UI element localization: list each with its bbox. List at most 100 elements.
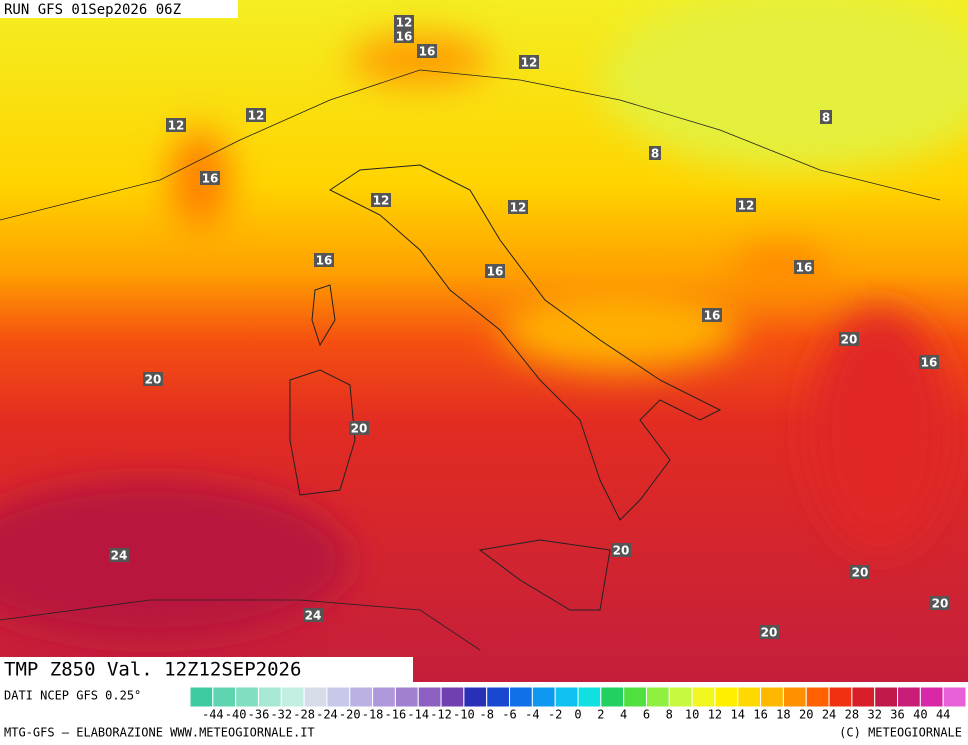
colorbar-swatch	[737, 686, 762, 708]
colorbar-label: -2	[548, 708, 562, 722]
colorbar-swatch	[760, 686, 784, 708]
colorbar-swatch	[349, 686, 374, 708]
contour-label-box	[349, 421, 369, 435]
contour-label: 16	[316, 254, 333, 268]
colorbar-label: 28	[845, 708, 859, 722]
contour-label: 24	[305, 609, 322, 623]
contour-label: 20	[761, 626, 778, 640]
contour-label: 12	[396, 16, 413, 30]
colorbar-swatch	[805, 686, 830, 708]
contour-label-box	[649, 146, 661, 160]
contour-label-box	[303, 608, 323, 622]
colorbar-label: -28	[293, 708, 315, 722]
colorbar-label: 44	[936, 708, 950, 722]
colorbar-swatch	[577, 686, 602, 708]
contour-label-box	[166, 118, 186, 132]
colorbar-swatch	[897, 686, 921, 708]
contour-label-box	[417, 44, 437, 58]
colorbar-swatch	[463, 686, 488, 708]
colorbar-label: -6	[502, 708, 516, 722]
colorbar-label: 14	[731, 708, 745, 722]
colorbar-label: 4	[620, 708, 627, 722]
colorbar-label: 18	[776, 708, 790, 722]
colorbar-swatch	[326, 686, 351, 708]
contour-label: 12	[521, 56, 538, 70]
contour-label: 20	[145, 373, 162, 387]
header-box	[0, 0, 238, 18]
colorbar-swatch	[509, 686, 533, 708]
colorbar-label: 0	[574, 708, 581, 722]
contour-label-box	[519, 55, 539, 69]
contour-label: 8	[822, 111, 830, 125]
contour-label: 16	[704, 309, 721, 323]
colorbar-swatch	[303, 686, 328, 708]
contour-label-box	[820, 110, 832, 124]
colorbar-label: -24	[316, 708, 338, 722]
colorbar-swatch	[189, 686, 214, 708]
run-label: RUN GFS 01Sep2026 06Z	[4, 2, 181, 18]
colorbar-swatch	[440, 686, 465, 708]
colorbar-swatch	[212, 686, 237, 708]
colorbar-label: 8	[666, 708, 673, 722]
colorbar-swatch	[280, 686, 305, 708]
contour-label-box	[736, 198, 756, 212]
colorbar-swatch	[942, 686, 967, 708]
colorbar-swatch	[257, 686, 282, 708]
contour-label: 16	[396, 30, 413, 44]
colorbar-swatch	[417, 686, 442, 708]
contour-label: 16	[487, 265, 504, 279]
colorbar-label: -12	[430, 708, 452, 722]
colorbar-label: 24	[822, 708, 836, 722]
colorbar-swatch	[851, 686, 876, 708]
caption-box	[0, 657, 413, 683]
contour-label: 16	[202, 172, 219, 186]
contour-label-box	[794, 260, 814, 274]
colorbar-swatch	[372, 686, 396, 708]
map	[0, 0, 968, 682]
contour-label-box	[611, 543, 631, 557]
colorbar-label: 40	[913, 708, 927, 722]
colorbar-label: 6	[643, 708, 650, 722]
colorbar-label: 10	[685, 708, 699, 722]
contour-label-box	[371, 193, 391, 207]
contour-label-box	[485, 264, 505, 278]
colorbar-swatch	[554, 686, 579, 708]
colorbar-swatch	[691, 686, 716, 708]
contour-label-box	[143, 372, 163, 386]
colorbar-label: 20	[799, 708, 813, 722]
contour-label: 8	[651, 147, 659, 161]
colorbar-swatch	[486, 686, 511, 708]
colorbar-swatch	[828, 686, 853, 708]
colorbar-label: 36	[890, 708, 904, 722]
colorbar-label: -36	[248, 708, 270, 722]
contour-label-box	[394, 15, 414, 29]
colorbar-label: 32	[867, 708, 881, 722]
contour-label-box	[759, 625, 779, 639]
colorbar-label: -14	[407, 708, 429, 722]
colorbar: -44 -40 -36 -32 -28 -24 -20 -18 -16 -14 -12 -10 -8 -6…	[189, 686, 967, 722]
colorbar-label: -20	[339, 708, 361, 722]
footer-left: MTG-GFS — ELABORAZIONE WWW.METEOGIORNALE…	[4, 726, 315, 740]
contour-label: 12	[738, 199, 755, 213]
colorbar-label: -8	[479, 708, 493, 722]
colorbar-swatch	[623, 686, 647, 708]
colorbar-label: -10	[453, 708, 475, 722]
contour-label-box	[919, 355, 939, 369]
colorbar-swatch	[394, 686, 419, 708]
contour-label: 20	[351, 422, 368, 436]
contour-label: 20	[852, 566, 869, 580]
contour-label: 20	[932, 597, 949, 611]
contour-label: 16	[921, 356, 938, 370]
colorbar-swatch	[668, 686, 693, 708]
contour-label-box	[200, 171, 220, 185]
contour-label-box	[930, 596, 950, 610]
colorbar-label: -44	[202, 708, 224, 722]
colorbar-label: 12	[708, 708, 722, 722]
footer-right: (C) METEOGIORNALE	[839, 726, 962, 740]
colorbar-swatch	[600, 686, 625, 708]
contour-label-box	[246, 108, 266, 122]
colorbar-label: -18	[362, 708, 384, 722]
colorbar-label: -4	[525, 708, 539, 722]
